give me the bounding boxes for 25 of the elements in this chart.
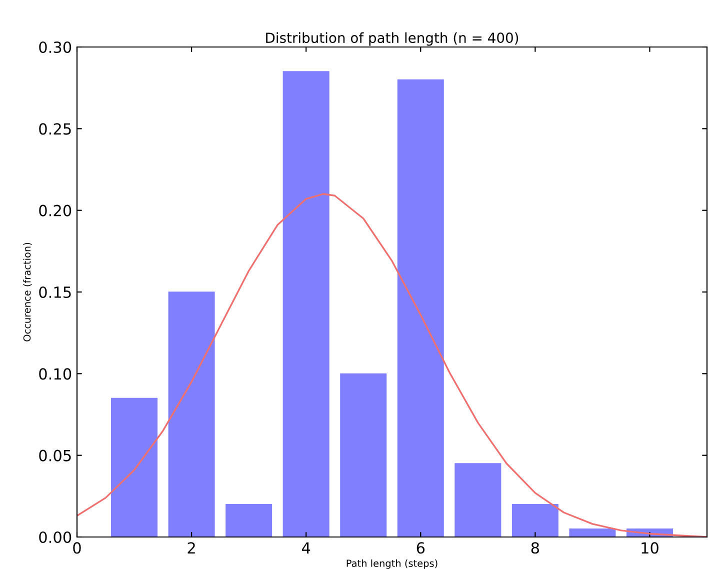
x-tick-label: 8 (531, 542, 539, 554)
y-tick-label: 0.15 (39, 286, 71, 298)
bar (397, 79, 444, 537)
chart-title: Distribution of path length (n = 400) (266, 32, 518, 46)
x-tick-label: 0 (73, 542, 81, 554)
y-axis-title: Occurence (fraction) (23, 242, 32, 342)
bar (111, 398, 158, 537)
bar (226, 504, 272, 537)
bar (282, 71, 330, 537)
x-axis-title: Path length (steps) (346, 559, 438, 569)
x-tick-label: 2 (188, 542, 195, 554)
y-tick-label: 0.20 (39, 204, 72, 216)
x-tick-label: 10 (642, 542, 658, 554)
bar (454, 463, 502, 537)
bar (340, 373, 387, 537)
bar (168, 292, 215, 537)
bar (569, 528, 616, 537)
x-tick-label: 4 (302, 542, 310, 554)
x-tick-label: 6 (416, 542, 425, 554)
y-tick-label: 0.25 (39, 123, 71, 135)
y-tick-label: 0.05 (39, 450, 71, 462)
y-tick-label: 0.10 (39, 368, 72, 380)
bar (512, 504, 558, 537)
y-tick-label: 0.00 (39, 531, 72, 544)
y-tick-label: 0.30 (39, 41, 72, 54)
